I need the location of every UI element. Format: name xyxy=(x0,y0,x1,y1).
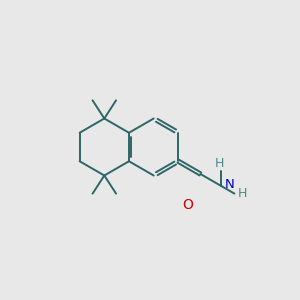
Text: H: H xyxy=(237,187,247,200)
Text: O: O xyxy=(182,199,193,212)
Text: H: H xyxy=(215,157,225,169)
Text: N: N xyxy=(224,178,234,191)
